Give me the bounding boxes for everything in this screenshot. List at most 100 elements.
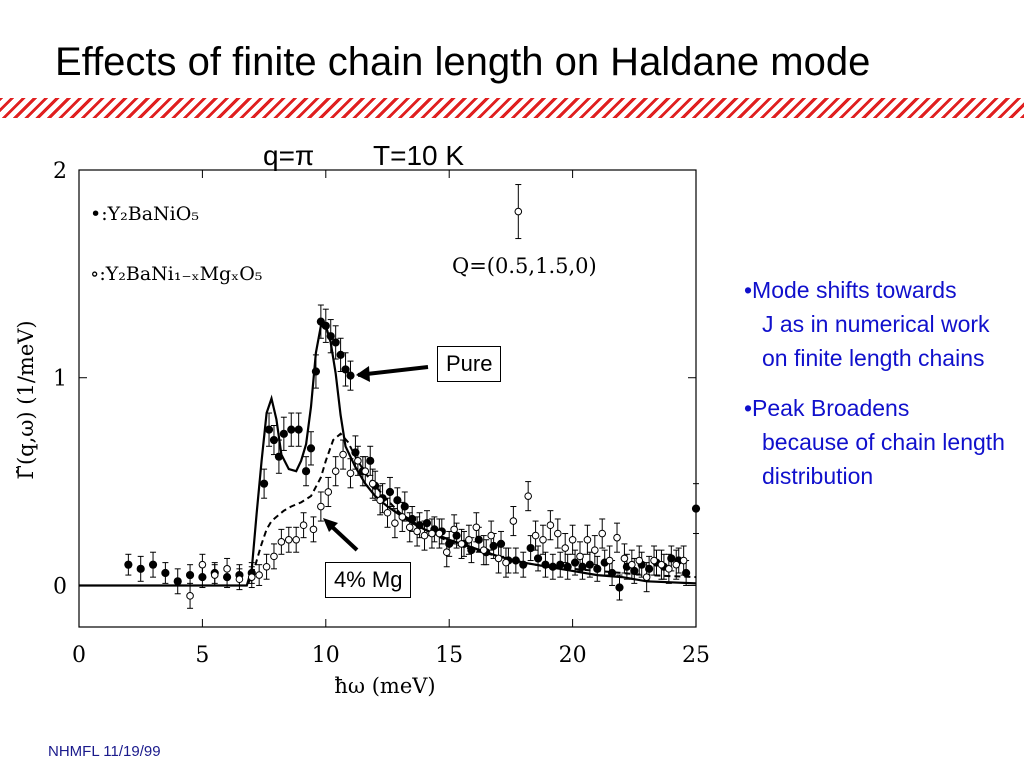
data-point-mg [568, 535, 577, 544]
slide-title: Effects of finite chain length on Haldan… [55, 40, 871, 84]
data-point-mg [665, 565, 673, 573]
data-point-pure [351, 448, 360, 457]
data-point-mg [613, 533, 621, 542]
data-point-mg [309, 525, 318, 534]
data-point-mg [487, 531, 495, 540]
data-point-pure [148, 560, 158, 569]
data-point-mg [509, 517, 518, 525]
data-point-mg [539, 535, 547, 544]
data-point-pure [408, 514, 417, 524]
data-point-mg [591, 546, 599, 554]
chart: 0 5 10 15 20 25 0 1 2 •:Y₂BaNiO₅ ∘:Y₂BaNi₁₋ₓMgₓ… [14, 159, 710, 698]
data-point-pure [645, 564, 654, 573]
data-point-pure [336, 350, 345, 359]
data-point-pure [615, 583, 624, 592]
data-point-mg [299, 521, 308, 530]
fit-curve-mg [79, 432, 697, 587]
plot-frame [78, 169, 697, 628]
data-point-pure [533, 554, 543, 563]
data-point-mg [331, 467, 340, 476]
data-point-mg [583, 535, 592, 544]
data-point-mg [457, 540, 466, 548]
data-point-pure [321, 321, 330, 330]
fit-curve-pure [79, 324, 697, 587]
data-point-mg [210, 571, 219, 579]
data-point-mg [398, 513, 407, 521]
data-point-pure [136, 564, 145, 573]
data-point-mg [514, 207, 523, 216]
data-point-mg [262, 562, 271, 571]
data-point-mg [576, 552, 584, 561]
data-point-mg [642, 573, 651, 581]
data-point-mg [235, 575, 244, 584]
axis-ticks [78, 169, 697, 627]
data-point-mg [198, 560, 207, 569]
data-point-mg [346, 469, 355, 478]
data-point-mg [354, 457, 362, 465]
data-point-mg [292, 535, 300, 544]
footer-text: NHMFL 11/19/99 [48, 743, 161, 760]
data-point-mg [553, 529, 562, 538]
data-point-pure [311, 367, 321, 376]
data-point-mg [284, 535, 293, 544]
data-point-pure [691, 504, 701, 513]
x-tick-label: 5 [195, 643, 209, 668]
data-points [124, 184, 701, 609]
legend-entry-pure: •:Y₂BaNiO₅ [90, 203, 199, 225]
data-point-pure [563, 562, 572, 571]
data-point-mg [428, 529, 436, 538]
data-point-mg [635, 556, 644, 565]
x-tick-label: 10 [312, 643, 340, 668]
data-point-pure [161, 568, 170, 578]
data-point-mg [383, 508, 392, 517]
pure-arrow-head [356, 366, 370, 382]
data-point-pure [393, 496, 402, 505]
data-point-mg [531, 531, 540, 540]
bullet-list: •Mode shifts towards J as in numerical w… [744, 273, 1019, 509]
data-point-pure [593, 564, 602, 573]
data-point-pure [301, 467, 311, 476]
data-point-mg [270, 552, 278, 561]
data-point-mg [679, 556, 688, 565]
data-point-mg [479, 546, 488, 554]
data-point-mg [420, 531, 429, 540]
y-axis-label: Γ̃(q,ω) (1/meV) [14, 320, 38, 479]
data-point-mg [546, 521, 555, 530]
data-point-mg [324, 488, 333, 496]
data-point-pure [511, 556, 520, 565]
x-tick-label: 15 [435, 643, 463, 668]
y-tick-label: 2 [53, 159, 67, 184]
data-point-pure [264, 425, 274, 434]
data-point-mg [598, 529, 607, 538]
x-tick-label: 0 [72, 643, 86, 668]
data-point-pure [306, 444, 316, 453]
data-point-mg [650, 556, 658, 565]
bullet-text: •Mode shifts towards [744, 277, 957, 303]
data-point-mg [368, 479, 377, 488]
data-point-mg [628, 560, 636, 569]
data-point-pure [287, 425, 296, 434]
decorative-stripe [0, 98, 1024, 118]
data-point-pure [570, 558, 580, 567]
callout-mg: 4% Mg [325, 562, 412, 598]
data-point-mg [361, 467, 370, 476]
data-point-mg [277, 538, 286, 546]
data-point-mg [524, 492, 532, 500]
data-point-mg [494, 554, 503, 563]
data-point-pure [279, 429, 288, 438]
subtitle-temperature: T=10 K [373, 140, 465, 171]
data-point-mg [186, 592, 194, 600]
data-point-mg [502, 558, 510, 567]
data-point-pure [124, 560, 133, 569]
bullet-item: •Mode shifts towards J as in numerical w… [744, 273, 1019, 375]
data-point-pure [385, 487, 395, 497]
fit-curves [79, 324, 697, 587]
data-point-mg [247, 573, 256, 581]
data-point-pure [274, 452, 284, 461]
bullet-item: •Peak Broadens because of chain length d… [744, 391, 1019, 493]
bullet-text-continued: J as in numerical work on finite length … [762, 311, 990, 371]
data-point-mg [561, 544, 569, 552]
data-point-pure [294, 425, 303, 434]
data-point-mg [450, 525, 458, 534]
y-tick-label: 0 [53, 574, 67, 599]
